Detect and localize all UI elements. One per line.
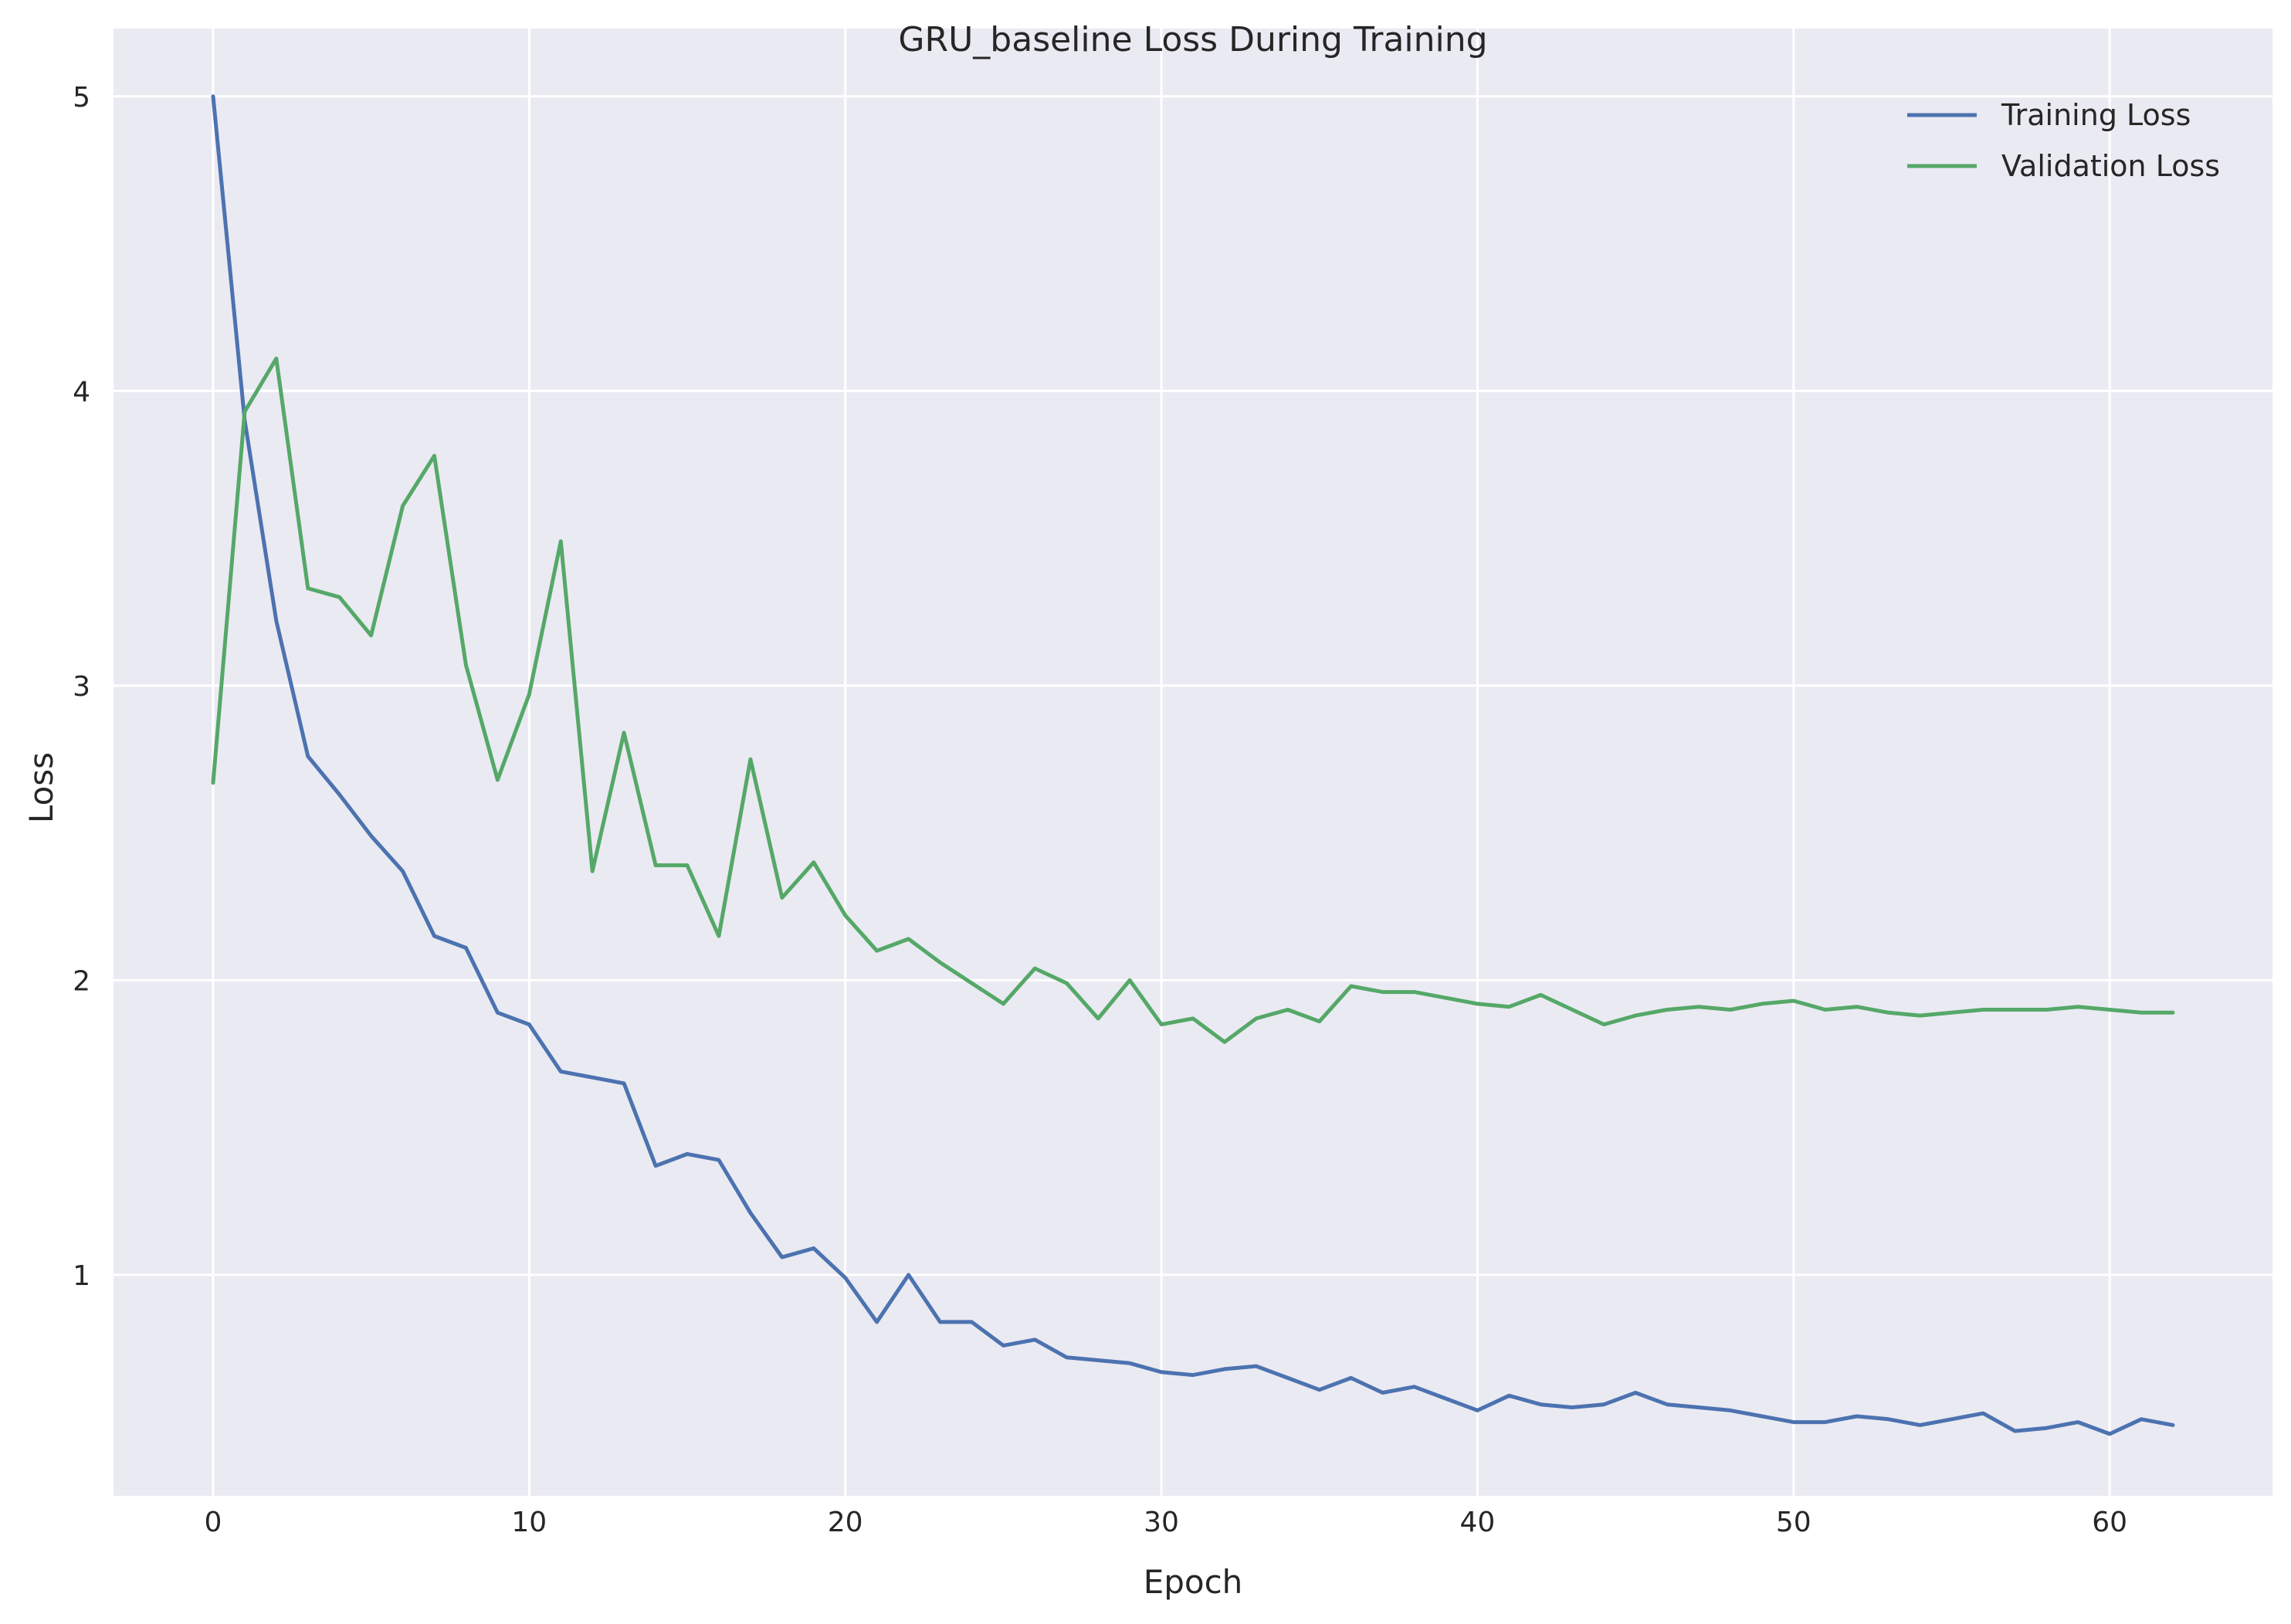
- x-tick-label: 60: [2092, 1507, 2127, 1538]
- series-line-validation-loss: [211, 356, 2175, 1044]
- y-tick-label: 1: [73, 1260, 90, 1292]
- y-tick-label: 2: [73, 965, 90, 997]
- x-axis-label: Epoch: [1144, 1563, 1243, 1601]
- grid-lines: [114, 29, 2272, 1496]
- chart-title: GRU_baseline Loss During Training: [898, 20, 1487, 59]
- legend-label: Training Loss: [2001, 98, 2191, 132]
- y-tick-labels: 1 2 3 4 5: [73, 82, 90, 1292]
- legend: Training Loss Validation Loss: [1907, 98, 2220, 183]
- series-line-training-loss: [211, 94, 2175, 1436]
- y-tick-label: 4: [73, 376, 90, 408]
- x-tick-label: 20: [828, 1507, 863, 1538]
- x-tick-label: 50: [1776, 1507, 1811, 1538]
- y-tick-label: 5: [73, 82, 90, 114]
- y-tick-label: 3: [73, 671, 90, 703]
- y-axis-label: Loss: [22, 752, 60, 823]
- x-tick-labels: 0 10 20 30 40 50 60: [204, 1507, 2127, 1538]
- plot-background: [114, 29, 2272, 1496]
- x-tick-label: 0: [204, 1507, 222, 1538]
- x-tick-label: 30: [1144, 1507, 1179, 1538]
- x-tick-label: 10: [511, 1507, 547, 1538]
- legend-label: Validation Loss: [2001, 149, 2220, 183]
- series-layer: [211, 94, 2175, 1436]
- x-tick-label: 40: [1460, 1507, 1496, 1538]
